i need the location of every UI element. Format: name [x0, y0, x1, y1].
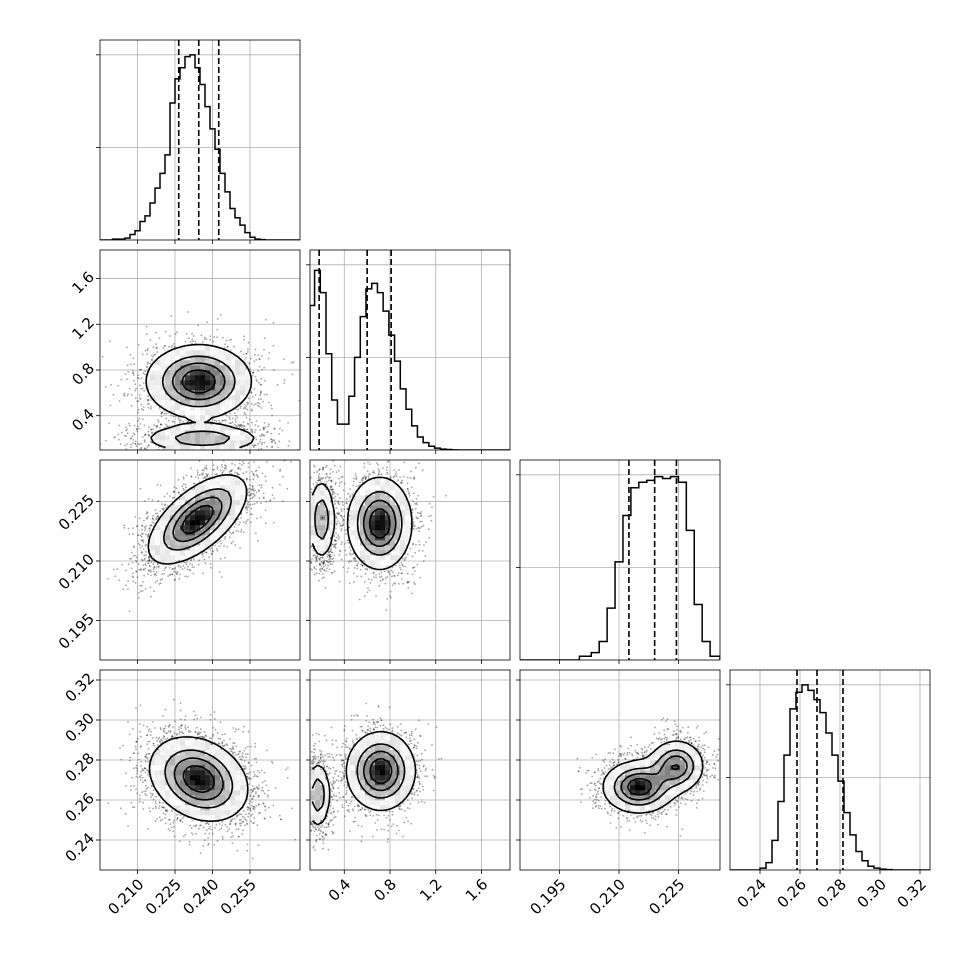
x-tick-label: 0.210 [104, 875, 147, 918]
hist-panel-0 [96, 39, 301, 244]
y-tick-label: 0.210 [55, 550, 98, 593]
y-tick-label: 0.26 [62, 789, 98, 825]
y-tick-label: 0.225 [55, 491, 98, 534]
contour-level-1 [164, 749, 234, 809]
axes-frame [99, 459, 301, 661]
x-tick-label: 1.2 [416, 875, 446, 905]
x-tick-label: 0.26 [774, 875, 810, 911]
y-tick-label: 0.32 [62, 669, 98, 705]
axes-frame [99, 669, 301, 871]
axes-frame [99, 249, 301, 451]
x-tick-label: 0.30 [854, 875, 890, 911]
contour-level-0 [145, 343, 255, 449]
scatter-panel-2-3: 0.195 0.210 0.225 [516, 669, 721, 918]
axes-frame [519, 459, 721, 661]
histogram-step [520, 475, 720, 660]
contour-level-0 [311, 476, 413, 571]
x-tick-label: 0.225 [645, 875, 688, 918]
contour-level-2 [620, 755, 688, 801]
x-tick-label: 0.24 [734, 875, 770, 911]
x-tick-label: 0.240 [179, 875, 222, 918]
x-tick-label: 0.255 [217, 875, 260, 918]
x-tick-label: 0.32 [894, 875, 930, 911]
contour-level-3 [369, 757, 393, 785]
y-tick-label: 0.30 [62, 709, 98, 745]
axes-frame [99, 39, 301, 241]
contour-level-3 [626, 764, 680, 796]
contour-level-0 [148, 736, 249, 822]
y-tick-label: 0.24 [62, 829, 98, 865]
contour-level-1 [613, 749, 695, 806]
x-tick-label: 0.195 [527, 875, 570, 918]
contour-level-2 [173, 757, 224, 801]
y-tick-label: 1.2 [68, 314, 98, 344]
axes-frame [729, 669, 931, 871]
hist-panel-3: 0.24 0.26 0.28 0.30 0.32 [726, 669, 931, 912]
hist-panel-2 [516, 459, 721, 664]
x-tick-label: 0.28 [814, 875, 850, 911]
contour-level-2 [171, 362, 226, 401]
contour-level-2 [172, 496, 223, 543]
axes-frame [309, 669, 511, 871]
x-tick-label: 1.6 [462, 875, 492, 905]
y-tick-label: 0.8 [68, 359, 98, 389]
contour-level-0 [147, 474, 248, 565]
x-tick-label: 0.4 [325, 875, 355, 905]
contour-level-0 [311, 730, 417, 826]
histogram-step [100, 54, 300, 240]
histogram-step [730, 684, 930, 870]
y-tick-label: 1.6 [68, 268, 98, 298]
scatter-panel-1-3: 0.4 0.8 1.2 1.6 [306, 669, 511, 905]
y-tick-label: 0.195 [55, 610, 98, 653]
contour-level-3 [368, 508, 391, 539]
axes-frame [519, 669, 721, 871]
y-tick-label: 0.28 [62, 749, 98, 785]
contour-level-1 [314, 491, 403, 556]
contour-level-0 [602, 740, 704, 814]
contour-level-2 [321, 499, 397, 547]
contour-level-1 [161, 355, 236, 447]
x-tick-label: 0.225 [142, 875, 185, 918]
contour-level-2 [362, 750, 399, 792]
x-tick-label: 0.8 [370, 875, 400, 905]
contour-level-1 [311, 743, 406, 812]
x-tick-label: 0.210 [586, 875, 629, 918]
axes-frame [309, 459, 511, 661]
hist-panel-1 [306, 249, 511, 454]
y-tick-label: 0.4 [68, 405, 98, 435]
contour-level-1 [163, 488, 232, 551]
scatter-panel-0-1: 0.4 0.8 1.2 1.6 [68, 249, 301, 454]
scatter-panel-0-2: 0.195 0.210 0.225 [55, 459, 301, 664]
axes-frame [309, 249, 511, 451]
contour-level-3 [181, 504, 214, 535]
histogram-step [310, 269, 510, 450]
contour-level-3 [181, 369, 216, 394]
contour-level-3 [182, 765, 215, 794]
scatter-panel-1-2 [306, 459, 511, 664]
